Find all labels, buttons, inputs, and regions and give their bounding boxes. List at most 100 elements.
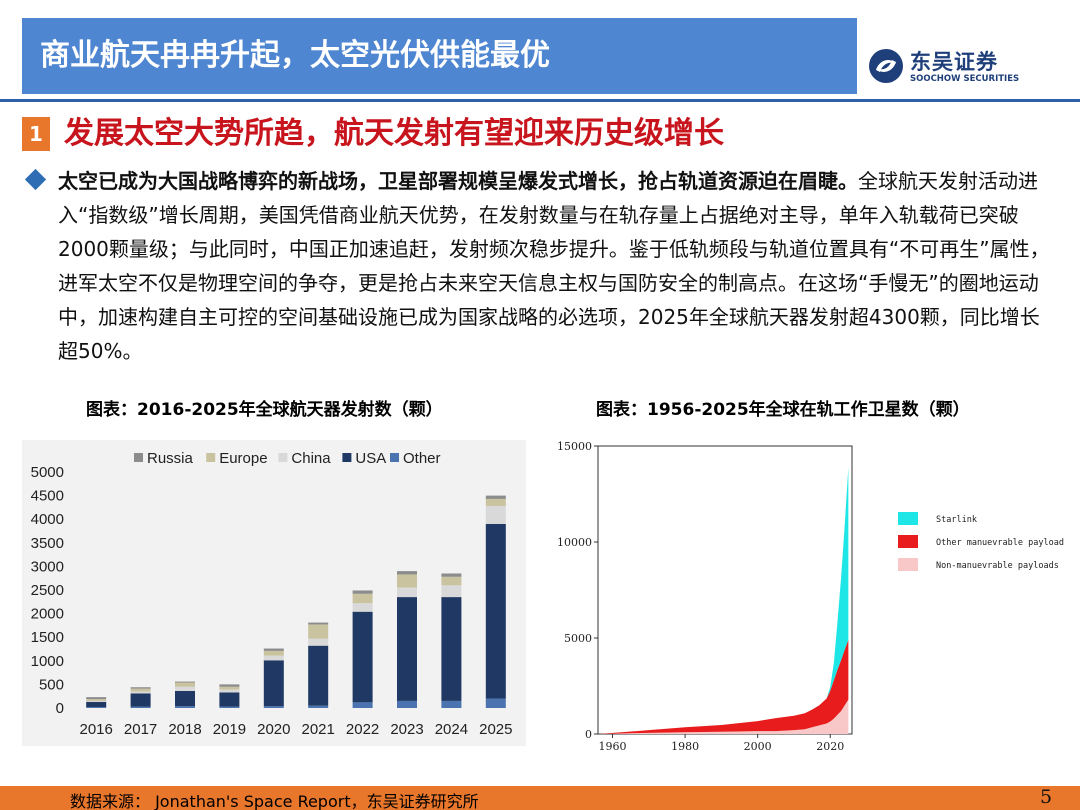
y-tick-label: 10000 — [557, 536, 592, 549]
logo-name-cn: 东吴证券 — [910, 50, 998, 74]
x-tick-label: 2020 — [257, 721, 290, 738]
source-footer: 数据来源： Jonathan's Space Report，东吴证券研究所 5 — [0, 786, 1080, 810]
x-tick-label: 1960 — [599, 740, 627, 753]
legend-label: Russia — [147, 450, 194, 467]
bar-segment — [485, 698, 506, 708]
x-tick-label: 2022 — [346, 721, 379, 738]
legend-label: Starlink — [936, 515, 977, 525]
legend-swatch — [342, 453, 352, 462]
bar-segment — [219, 692, 240, 707]
legend-swatch — [898, 558, 918, 571]
legend-swatch — [134, 453, 143, 462]
y-tick-label: 2500 — [31, 582, 64, 599]
y-tick-label: 1000 — [31, 653, 64, 670]
x-tick-label: 2025 — [479, 721, 512, 738]
bar-segment — [441, 700, 462, 708]
x-tick-label: 1980 — [671, 740, 699, 753]
page-title: 商业航天冉冉升起，太空光伏供能最优 — [40, 38, 550, 73]
legend-label: China — [291, 450, 331, 467]
section-title: 发展太空大势所趋，航天发射有望迎来历史级增长 — [64, 116, 724, 151]
bar-segment — [175, 686, 195, 692]
bar-segment — [485, 498, 506, 506]
bar-segment — [263, 706, 284, 708]
data-source: 数据来源： Jonathan's Space Report，东吴证券研究所 — [70, 792, 479, 810]
x-tick-label: 2021 — [302, 721, 335, 738]
bar-segment — [175, 681, 195, 683]
x-tick-label: 2000 — [744, 740, 772, 753]
bullet-bold-text: 太空已成为大国战略博弈的新战场，卫星部署规模呈爆发式增长，抢占轨道资源迫在眉睫。 — [58, 169, 858, 193]
x-tick-label: 2019 — [213, 721, 246, 738]
bar-segment — [175, 706, 195, 708]
bar-segment — [308, 622, 329, 625]
y-tick-label: 5000 — [564, 632, 592, 645]
legend-swatch — [206, 453, 216, 462]
y-tick-label: 0 — [56, 700, 64, 717]
bar-segment — [86, 701, 107, 708]
bar-segment — [130, 688, 151, 692]
bar-segment — [263, 648, 284, 651]
bar-segment — [308, 645, 329, 706]
launch-bar-chart-svg: 0 500 1000 1500 2000 2500 3000 3500 4000 4500 5000… — [31, 450, 513, 738]
legend-swatch — [390, 453, 399, 462]
bar-segment — [86, 699, 107, 701]
launch-bar-chart: 0 500 1000 1500 2000 2500 3000 3500 4000 4500 5000… — [22, 440, 526, 746]
bar-segment — [352, 702, 373, 708]
bar-segment — [219, 686, 240, 690]
bar-segment — [219, 684, 240, 687]
bar-segment — [219, 706, 240, 708]
bar-segment — [485, 505, 506, 524]
bar-segment — [397, 571, 417, 575]
bar-segment — [441, 576, 462, 586]
launch-chart-caption: 图表：2016-2025年全球航天器发射数（颗） — [86, 400, 443, 420]
y-tick-label: 500 — [39, 676, 64, 693]
y-tick-label: 4500 — [31, 488, 64, 505]
section-number-badge: 1 — [22, 117, 50, 151]
legend-swatch — [278, 453, 288, 462]
x-tick-label: 2016 — [80, 721, 113, 738]
bar-segment — [263, 660, 284, 707]
bar-segment — [86, 697, 107, 700]
bar-segment — [219, 689, 240, 693]
x-tick-label: 2023 — [390, 721, 423, 738]
y-tick-label: 15000 — [557, 440, 592, 453]
x-tick-label: 2017 — [124, 721, 157, 738]
bar-segment — [130, 706, 151, 708]
x-tick-label: 2018 — [168, 721, 201, 738]
legend-label: Non-manuevrable payloads — [936, 561, 1059, 571]
header-divider — [0, 99, 1080, 102]
y-tick-label: 2000 — [31, 606, 64, 623]
bar-segment — [175, 691, 195, 707]
legend-swatch — [898, 535, 918, 548]
bar-segment — [441, 585, 462, 598]
bar-segment — [441, 573, 462, 577]
bar-segment — [263, 650, 284, 656]
company-logo: 东吴证券 SOOCHOW SECURITIES — [868, 46, 1038, 90]
legend-swatch — [898, 512, 918, 525]
bar-segment — [352, 593, 373, 604]
bar-segment — [397, 574, 417, 588]
bar-segment — [308, 705, 329, 708]
bar-segment — [308, 624, 329, 639]
bar-segment — [130, 691, 151, 694]
bar-segment — [441, 597, 462, 701]
plot-frame — [597, 445, 853, 735]
bar-segment — [130, 693, 151, 707]
page-number: 5 — [1040, 786, 1053, 808]
soochow-logo-icon — [869, 49, 903, 83]
bar-segment — [397, 587, 417, 598]
bar-segment — [397, 597, 417, 701]
legend-label: Europe — [219, 450, 267, 467]
satellite-chart-caption: 图表：1956-2025年全球在轨工作卫星数（颗） — [596, 400, 970, 420]
header-banner: 商业航天冉冉升起，太空光伏供能最优 — [22, 18, 857, 94]
legend-label: Other — [403, 450, 441, 467]
bar-segment — [352, 611, 373, 703]
bullet-paragraph: 太空已成为大国战略博弈的新战场，卫星部署规模呈爆发式增长，抢占轨道资源迫在眉睫。… — [58, 164, 1058, 368]
legend-label: Other manuevrable payloads — [936, 538, 1064, 548]
satellite-area-chart: 0 5000 10000 15000 1960 1980 2000 2020 Starlink O… — [557, 440, 1064, 753]
area-series — [598, 699, 849, 734]
bar-segment — [86, 700, 107, 702]
bar-segment — [485, 495, 506, 499]
bar-segment — [86, 707, 107, 708]
y-tick-label: 0 — [585, 728, 592, 741]
y-tick-label: 3500 — [31, 535, 64, 552]
